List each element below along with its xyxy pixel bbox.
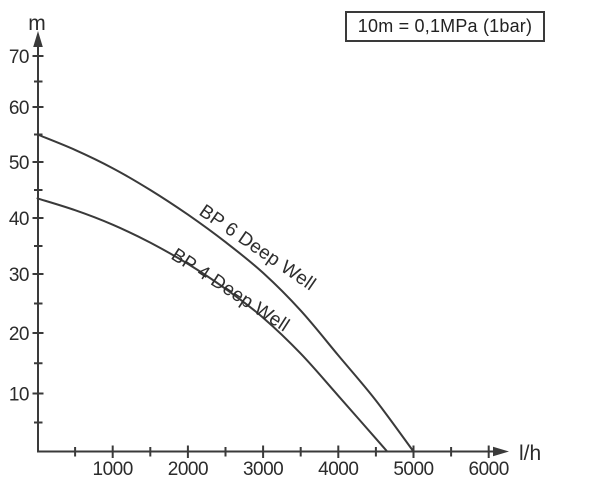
x-tick-label: 4000 (318, 459, 358, 480)
y-axis-unit-label: m (28, 12, 46, 35)
x-tick-label: 2000 (168, 459, 208, 480)
y-tick-label: 20 (9, 324, 29, 345)
curve-bp-6-deep-well (36, 133, 415, 453)
x-tick-label: 5000 (393, 459, 433, 480)
y-tick-label: 70 (9, 47, 29, 68)
y-tick-label: 30 (9, 265, 29, 286)
y-tick-label: 60 (9, 98, 29, 119)
pressure-conversion-label: 10m = 0,1MPa (1bar) (357, 16, 533, 36)
y-tick-label: 50 (9, 153, 29, 174)
x-axis-unit-label: l/h (519, 442, 541, 465)
y-tick-label: 10 (9, 385, 29, 406)
x-tick-label: 1000 (93, 459, 133, 480)
y-tick-label: 40 (9, 209, 29, 230)
y-axis-arrow-icon (33, 31, 43, 47)
curve-bp-4-deep-well (36, 197, 389, 453)
x-axis-arrow-icon (493, 446, 509, 457)
x-tick-label: 3000 (243, 459, 283, 480)
pressure-conversion-box: 10m = 0,1MPa (1bar) (345, 11, 545, 42)
x-tick-label: 6000 (469, 459, 509, 480)
